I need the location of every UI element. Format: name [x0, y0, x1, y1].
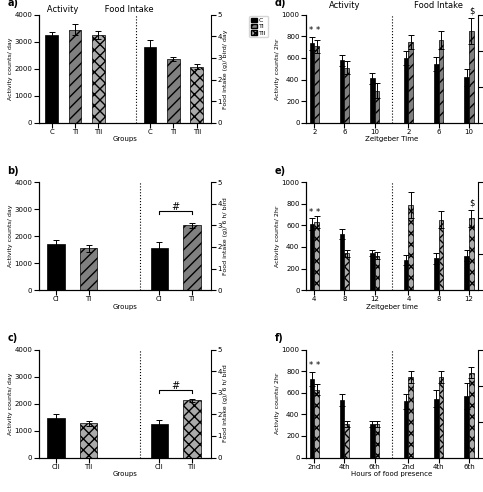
Bar: [439, 219, 443, 290]
Bar: [344, 253, 349, 290]
Text: *: *: [309, 208, 313, 216]
Y-axis label: Food intake (g)/ 6 h/ bird: Food intake (g)/ 6 h/ bird: [223, 365, 228, 442]
Bar: [310, 43, 314, 123]
Bar: [409, 205, 413, 290]
Y-axis label: Activity counts/ day: Activity counts/ day: [8, 37, 13, 100]
Bar: [439, 377, 443, 458]
Y-axis label: Activity counts/ day: Activity counts/ day: [8, 205, 13, 268]
Text: Activity          Food Intake: Activity Food Intake: [39, 5, 153, 14]
Y-axis label: Food intake (g)/ 6 h/ bird: Food intake (g)/ 6 h/ bird: [223, 197, 228, 275]
X-axis label: Groups: Groups: [113, 304, 137, 310]
Bar: [469, 218, 474, 290]
Bar: [375, 424, 380, 458]
Bar: [469, 372, 474, 458]
Bar: [80, 248, 98, 290]
Text: #: #: [171, 202, 180, 212]
Bar: [183, 225, 200, 290]
Text: c): c): [8, 333, 18, 343]
Bar: [434, 399, 439, 458]
X-axis label: Zeitgeber Time: Zeitgeber Time: [365, 136, 419, 142]
Bar: [310, 379, 314, 458]
X-axis label: Zeitgeber time: Zeitgeber time: [366, 304, 418, 310]
Bar: [434, 258, 439, 290]
Text: b): b): [8, 165, 19, 176]
Bar: [69, 30, 82, 123]
Y-axis label: Activity counts/ 2hr: Activity counts/ 2hr: [275, 206, 280, 267]
Bar: [464, 77, 469, 123]
Bar: [151, 424, 168, 458]
Bar: [314, 390, 319, 458]
Text: *: *: [315, 26, 320, 35]
Text: *: *: [315, 362, 320, 370]
Bar: [370, 79, 375, 123]
Text: $: $: [469, 7, 475, 16]
Text: Food Intake: Food Intake: [414, 1, 463, 10]
Bar: [434, 64, 439, 123]
Bar: [92, 35, 105, 123]
Bar: [404, 401, 409, 458]
Text: $: $: [469, 199, 475, 208]
Text: a): a): [8, 0, 19, 8]
Legend: C, TI, TII: C, TI, TII: [249, 16, 268, 37]
Bar: [439, 40, 443, 123]
Y-axis label: Activity counts/ 2hr: Activity counts/ 2hr: [275, 373, 280, 434]
Bar: [404, 58, 409, 123]
Y-axis label: Activity counts/ day: Activity counts/ day: [8, 372, 13, 435]
Bar: [47, 244, 65, 290]
Text: Activity: Activity: [329, 1, 360, 10]
Text: #: #: [171, 381, 180, 391]
Text: d): d): [275, 0, 286, 8]
Bar: [409, 42, 413, 123]
Bar: [370, 424, 375, 458]
Bar: [464, 397, 469, 458]
Bar: [340, 234, 344, 290]
Bar: [340, 400, 344, 458]
Bar: [314, 46, 319, 123]
Bar: [151, 248, 168, 290]
Text: *: *: [309, 26, 313, 35]
Bar: [310, 224, 314, 290]
Bar: [404, 260, 409, 290]
Bar: [370, 253, 375, 290]
Bar: [375, 256, 380, 290]
Bar: [344, 424, 349, 458]
Bar: [143, 47, 156, 123]
Bar: [375, 91, 380, 123]
Y-axis label: Food intake (g)/ bird/ day: Food intake (g)/ bird/ day: [223, 29, 228, 109]
Text: *: *: [309, 362, 313, 370]
Bar: [47, 418, 65, 458]
Bar: [45, 35, 58, 123]
Bar: [190, 66, 203, 123]
Bar: [344, 68, 349, 123]
Bar: [469, 31, 474, 123]
Y-axis label: Activity counts/ 2hr: Activity counts/ 2hr: [275, 38, 280, 99]
Text: f): f): [275, 333, 284, 343]
Bar: [167, 59, 180, 123]
Bar: [183, 400, 200, 458]
X-axis label: Groups: Groups: [113, 136, 137, 142]
Bar: [409, 377, 413, 458]
Text: e): e): [275, 165, 286, 176]
Text: *: *: [315, 208, 320, 216]
Bar: [340, 60, 344, 123]
X-axis label: Hours of food presence: Hours of food presence: [351, 471, 433, 477]
Bar: [464, 256, 469, 290]
Bar: [314, 222, 319, 290]
Bar: [80, 423, 98, 458]
X-axis label: Groups: Groups: [113, 471, 137, 477]
